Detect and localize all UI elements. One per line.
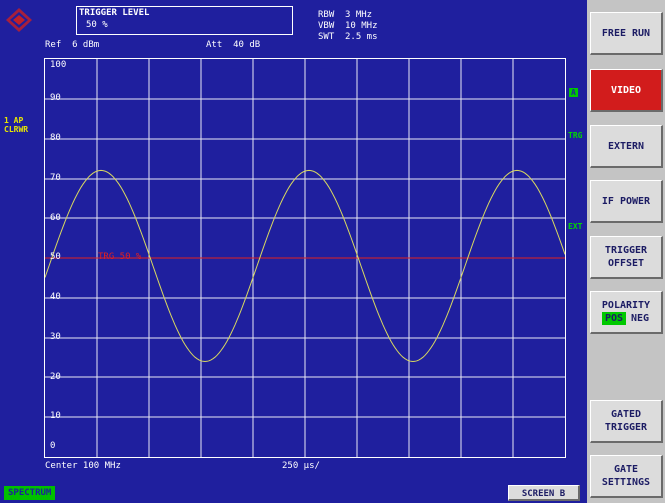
- trigger-offset-button[interactable]: TRIGGER OFFSET: [590, 236, 663, 279]
- y-label-20: 20: [50, 372, 61, 382]
- measurement-grid[interactable]: [44, 58, 566, 458]
- softkey-panel: FREE RUN VIDEO EXTERN IF POWER TRIGGER O…: [590, 0, 665, 503]
- trigger-level-title: TRIGGER LEVEL: [79, 8, 150, 18]
- trace-mode-info: CLRWR: [4, 125, 29, 134]
- polarity-button[interactable]: POLARITY POS NEG: [590, 291, 663, 334]
- ext-tag: EXT: [568, 222, 583, 231]
- vbw-label: VBW: [318, 21, 335, 31]
- gate-settings-button[interactable]: GATE SETTINGS: [590, 455, 663, 498]
- y-label-80: 80: [50, 133, 61, 143]
- y-label-70: 70: [50, 173, 61, 183]
- sweep-span: 250 µs/: [282, 461, 320, 471]
- gated-trigger-button[interactable]: GATED TRIGGER: [590, 400, 663, 443]
- screen-b-button[interactable]: SCREEN B: [508, 485, 580, 501]
- if-power-button[interactable]: IF POWER: [590, 180, 663, 223]
- extern-button[interactable]: EXTERN: [590, 125, 663, 168]
- swt-label: SWT: [318, 32, 335, 42]
- video-label: VIDEO: [610, 84, 642, 96]
- trigger-level-value[interactable]: 50 %: [86, 20, 108, 30]
- gate-settings-label-1: GATE: [613, 464, 639, 475]
- free-run-label: FREE RUN: [601, 27, 651, 39]
- y-label-90: 90: [50, 93, 61, 103]
- brand-logo-icon: [6, 8, 32, 32]
- if-power-label: IF POWER: [601, 195, 651, 207]
- attenuation: Att 40 dB: [206, 40, 261, 50]
- polarity-pos-option[interactable]: POS: [601, 312, 626, 325]
- y-label-50: 50: [50, 252, 61, 262]
- rbw-label: RBW: [318, 10, 335, 20]
- y-label-10: 10: [50, 411, 61, 421]
- spectrum-mode-tab[interactable]: SPECTRUM: [4, 486, 56, 500]
- center-frequency: Center 100 MHz: [45, 461, 121, 471]
- trace-detector-info: 1 AP: [4, 116, 24, 125]
- analyzer-screen: TRIGGER LEVEL 50 % Ref 6 dBm Att 40 dB R…: [0, 0, 587, 503]
- y-label-40: 40: [50, 292, 61, 302]
- trigger-tag: TRG: [568, 131, 583, 140]
- y-label-30: 30: [50, 332, 61, 342]
- swt-value: 2.5 ms: [345, 32, 378, 42]
- polarity-options: POS NEG: [601, 312, 650, 325]
- trigger-offset-label-2: OFFSET: [607, 258, 645, 269]
- gated-trigger-label-2: TRIGGER: [604, 422, 648, 433]
- y-label-0: 0: [50, 441, 56, 451]
- trace-a-tag: A: [569, 88, 578, 97]
- free-run-button[interactable]: FREE RUN: [590, 12, 663, 55]
- rbw-value: 3 MHz: [345, 10, 373, 20]
- polarity-neg-option[interactable]: NEG: [631, 313, 650, 324]
- extern-label: EXTERN: [607, 140, 645, 152]
- trigger-level-box[interactable]: [76, 6, 293, 35]
- gated-trigger-label-1: GATED: [610, 409, 642, 420]
- gate-settings-label-2: SETTINGS: [601, 477, 651, 488]
- trigger-marker-label: TRG 50 %: [98, 252, 142, 262]
- video-button[interactable]: VIDEO: [590, 69, 663, 112]
- ref-level: Ref 6 dBm: [45, 40, 100, 50]
- polarity-label: POLARITY: [601, 300, 651, 311]
- y-label-60: 60: [50, 213, 61, 223]
- grid-lines: [45, 59, 565, 457]
- trigger-offset-label-1: TRIGGER: [604, 245, 648, 256]
- trace-1: [45, 169, 565, 363]
- vbw-value: 10 MHz: [345, 21, 378, 31]
- y-label-100: 100: [50, 60, 67, 70]
